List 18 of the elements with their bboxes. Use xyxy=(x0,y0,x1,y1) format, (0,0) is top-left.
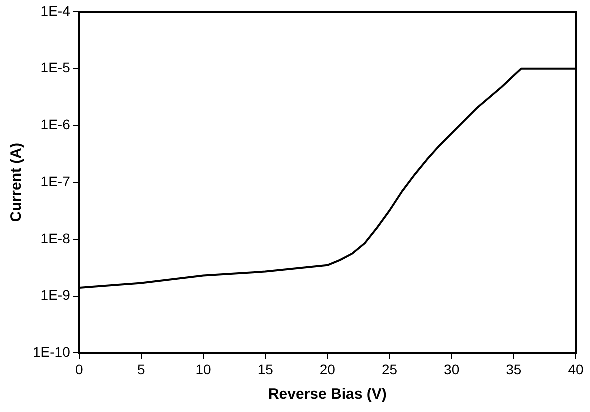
x-tick-label: 15 xyxy=(258,361,274,378)
y-tick-label: 1E-7 xyxy=(40,173,71,190)
y-axis-title: Current (A) xyxy=(8,143,26,222)
x-tick-label: 10 xyxy=(196,361,212,378)
x-tick-label: 40 xyxy=(568,361,584,378)
y-tick-label: 1E-5 xyxy=(40,60,71,76)
x-tick-label: 35 xyxy=(506,361,522,378)
y-tick-label: 1E-10 xyxy=(33,344,71,360)
x-tick-label: 0 xyxy=(75,361,84,378)
x-tick-label: 25 xyxy=(382,361,398,378)
x-tick-label: 5 xyxy=(138,361,146,378)
x-axis-title: Reverse Bias (V) xyxy=(268,386,387,404)
x-tick-label: 20 xyxy=(320,361,336,378)
x-tick-label: 30 xyxy=(444,361,460,378)
y-tick-label: 1E-8 xyxy=(40,230,71,246)
y-tick-label: 1E-9 xyxy=(40,287,71,304)
y-tick-label: 1E-4 xyxy=(40,2,71,19)
y-tick-label: 1E-6 xyxy=(40,116,71,133)
